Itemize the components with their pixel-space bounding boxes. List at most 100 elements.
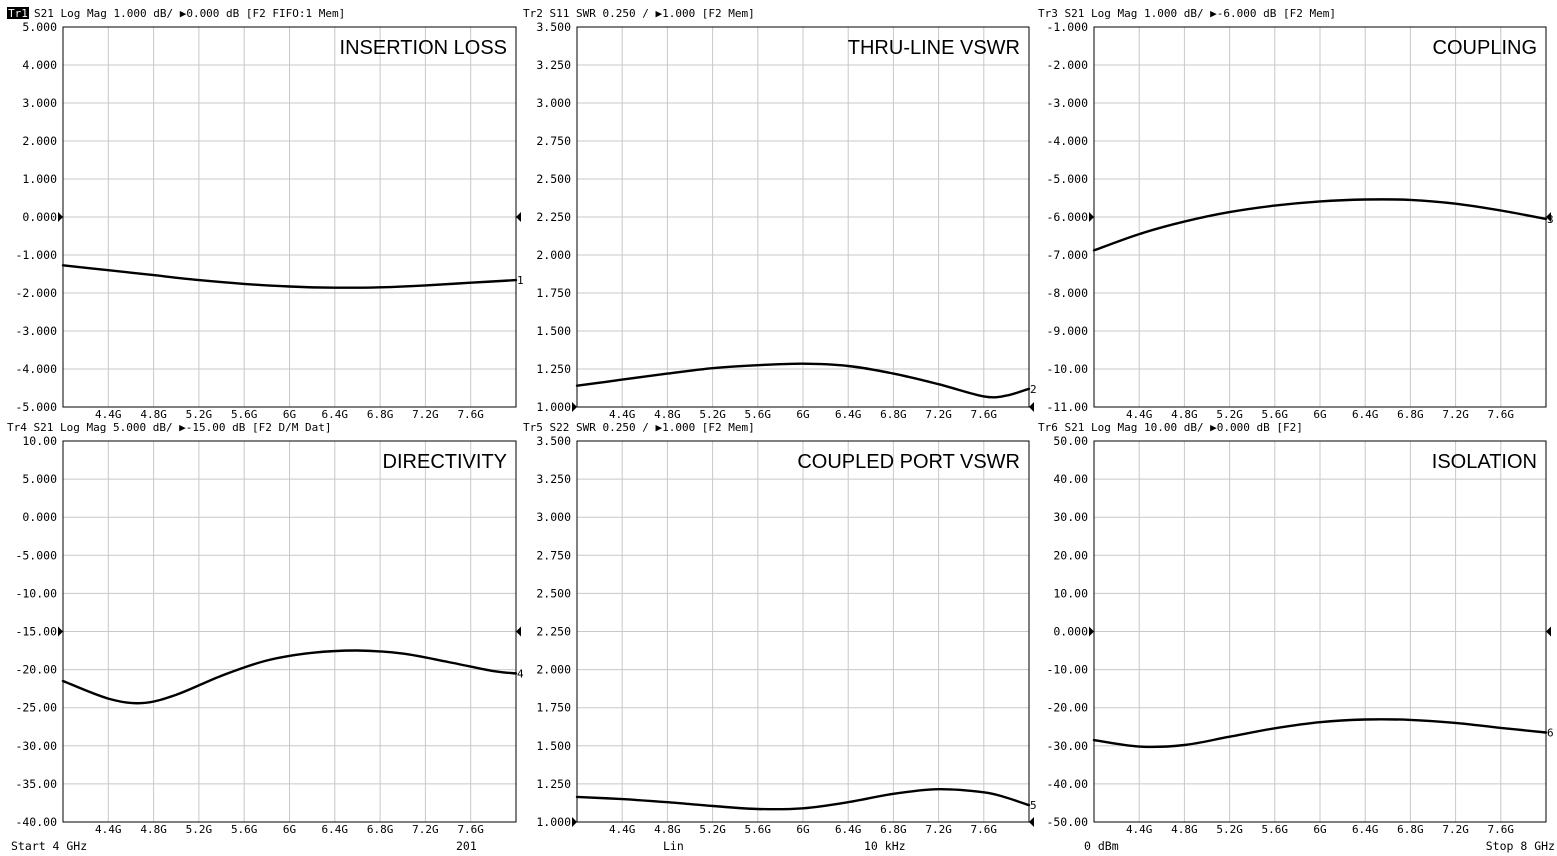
trace-panel-tr3: Tr3 S21 Log Mag 1.000 dB/ ▶-6.000 dB [F2… (1038, 7, 1554, 421)
chart-title: THRU-LINE VSWR (848, 37, 1020, 59)
y-tick-label: 1.750 (536, 286, 571, 300)
y-tick-label: 1.000 (22, 172, 57, 186)
y-tick-label: -15.00 (15, 625, 57, 639)
y-tick-label: 2.000 (22, 134, 57, 148)
trace-end-label: 4 (517, 667, 524, 680)
active-trace-label[interactable]: Tr1 (8, 7, 28, 20)
trace-header[interactable]: Tr3 S21 Log Mag 1.000 dB/ ▶-6.000 dB [F2… (1038, 7, 1336, 20)
y-tick-label: 2.750 (536, 134, 571, 148)
reference-level-marker[interactable] (58, 212, 63, 222)
x-tick-label: 7.2G (412, 408, 439, 421)
footer-sweep-type: Lin (663, 839, 684, 853)
reference-level-marker[interactable] (572, 817, 577, 827)
trace-header[interactable]: Tr5 S22 SWR 0.250 / ▶1.000 [F2 Mem] (523, 421, 755, 434)
x-tick-label: 4.8G (140, 823, 167, 836)
y-tick-label: 2.000 (536, 248, 571, 262)
x-tick-label: 6G (283, 408, 296, 421)
x-tick-label: 5.6G (231, 823, 258, 836)
trace-panel-tr2: Tr2 S11 SWR 0.250 / ▶1.000 [F2 Mem]3.500… (523, 7, 1037, 421)
trace-end-label: 6 (1547, 726, 1554, 739)
trace-panel-tr5: Tr5 S22 SWR 0.250 / ▶1.000 [F2 Mem]3.500… (523, 421, 1037, 836)
y-tick-label: -3.000 (15, 324, 57, 338)
trace-panel-tr6: Tr6 S21 Log Mag 10.00 dB/ ▶0.000 dB [F2]… (1038, 421, 1554, 836)
chart-title: COUPLED PORT VSWR (797, 451, 1020, 473)
reference-level-marker-right[interactable] (1029, 402, 1034, 412)
x-tick-label: 4.4G (95, 823, 122, 836)
x-tick-label: 6.4G (835, 408, 862, 421)
series-line-tr3 (1092, 198, 1548, 252)
x-tick-label: 5.2G (1216, 823, 1243, 836)
y-tick-label: -40.00 (1046, 777, 1088, 791)
y-tick-label: -5.000 (15, 400, 57, 414)
y-tick-label: 3.250 (536, 58, 571, 72)
y-tick-label: 0.000 (1053, 625, 1088, 639)
footer-power: 0 dBm (1084, 839, 1119, 853)
x-tick-label: 6.8G (367, 408, 394, 421)
y-tick-label: 50.00 (1053, 434, 1088, 448)
y-tick-label: -2.000 (15, 286, 57, 300)
x-tick-label: 5.6G (1262, 823, 1289, 836)
x-tick-label: 6.8G (1397, 408, 1424, 421)
reference-level-marker[interactable] (1089, 212, 1094, 222)
y-tick-label: -10.00 (1046, 362, 1088, 376)
footer-stop-frequency: Stop 8 GHz (1486, 839, 1555, 853)
x-tick-label: 6.8G (1397, 823, 1424, 836)
reference-level-marker[interactable] (1089, 626, 1094, 637)
reference-level-marker-right[interactable] (1546, 626, 1551, 637)
x-tick-label: 6.8G (880, 408, 907, 421)
y-tick-label: -40.00 (15, 815, 57, 829)
y-tick-label: 5.000 (22, 472, 57, 486)
chart-title: INSERTION LOSS (340, 37, 507, 59)
reference-level-marker-right[interactable] (1546, 212, 1551, 222)
y-tick-label: -20.00 (15, 663, 57, 677)
x-tick-label: 7.2G (925, 408, 952, 421)
reference-level-marker[interactable] (58, 626, 63, 637)
y-tick-label: 2.500 (536, 172, 571, 186)
x-tick-label: 5.2G (699, 408, 726, 421)
y-tick-label: -1.000 (1046, 20, 1088, 34)
active-trace-badge[interactable] (7, 7, 29, 19)
y-tick-label: -2.000 (1046, 58, 1088, 72)
trace-header[interactable]: Tr4 S21 Log Mag 5.000 dB/ ▶-15.00 dB [F2… (7, 421, 332, 434)
x-tick-label: 7.6G (1488, 823, 1515, 836)
series-line-tr4 (61, 649, 518, 705)
y-tick-label: -10.00 (15, 586, 57, 600)
y-tick-label: -30.00 (1046, 739, 1088, 753)
x-tick-label: 6.8G (880, 823, 907, 836)
footer-if-bandwidth: 10 kHz (864, 839, 906, 853)
y-tick-label: 0.000 (22, 510, 57, 524)
x-tick-label: 6.4G (322, 408, 349, 421)
y-tick-label: 2.000 (536, 663, 571, 677)
x-tick-label: 4.8G (1171, 408, 1198, 421)
trace-header[interactable]: S21 Log Mag 1.000 dB/ ▶0.000 dB [F2 FIFO… (34, 7, 345, 20)
reference-level-marker-right[interactable] (1029, 817, 1034, 827)
y-tick-label: 10.00 (1053, 586, 1088, 600)
y-tick-label: 10.00 (22, 434, 57, 448)
y-tick-label: -20.00 (1046, 701, 1088, 715)
y-tick-label: -6.000 (1046, 210, 1088, 224)
reference-level-marker-right[interactable] (516, 212, 521, 222)
y-tick-label: 20.00 (1053, 548, 1088, 562)
x-tick-label: 5.6G (745, 408, 772, 421)
x-tick-label: 4.4G (609, 823, 636, 836)
x-tick-label: 7.2G (925, 823, 952, 836)
x-tick-label: 6.8G (367, 823, 394, 836)
trace-header[interactable]: Tr2 S11 SWR 0.250 / ▶1.000 [F2 Mem] (523, 7, 755, 20)
y-tick-label: -1.000 (15, 248, 57, 262)
reference-level-marker-right[interactable] (516, 626, 521, 637)
y-tick-label: 40.00 (1053, 472, 1088, 486)
x-tick-label: 4.8G (140, 408, 167, 421)
chart-title: ISOLATION (1432, 451, 1537, 473)
x-tick-label: 6G (796, 408, 809, 421)
y-tick-label: -10.00 (1046, 663, 1088, 677)
x-tick-label: 4.8G (654, 408, 681, 421)
y-tick-label: 4.000 (22, 58, 57, 72)
y-tick-label: -3.000 (1046, 96, 1088, 110)
x-tick-label: 6.4G (835, 823, 862, 836)
reference-level-marker[interactable] (572, 402, 577, 412)
x-tick-label: 6G (796, 823, 809, 836)
y-tick-label: -30.00 (15, 739, 57, 753)
x-tick-label: 6G (1313, 823, 1326, 836)
trace-header[interactable]: Tr6 S21 Log Mag 10.00 dB/ ▶0.000 dB [F2] (1038, 421, 1303, 434)
x-tick-label: 5.2G (699, 823, 726, 836)
